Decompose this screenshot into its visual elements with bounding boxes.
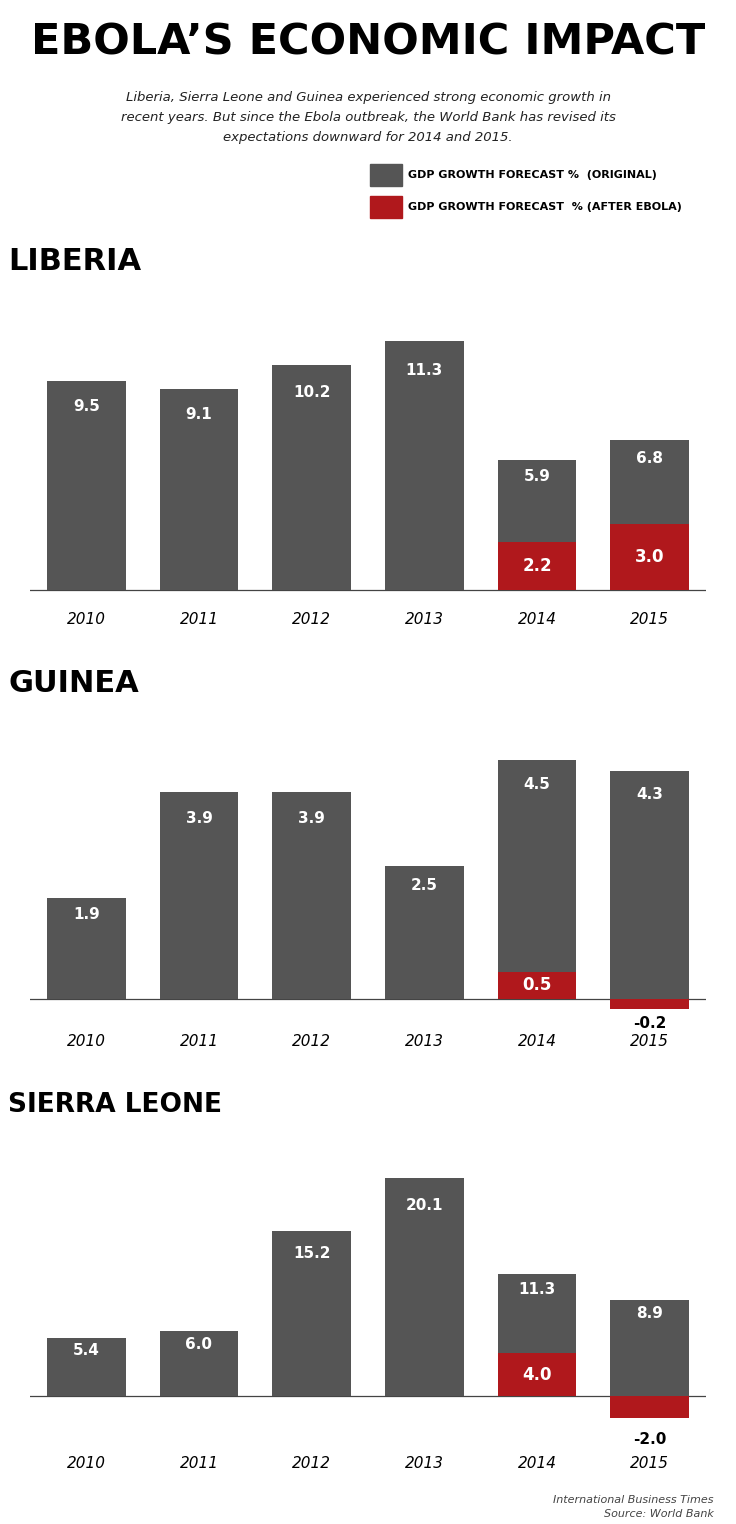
Text: 2011: 2011 bbox=[180, 1457, 219, 1472]
Bar bbox=[160, 389, 238, 590]
Text: 2010: 2010 bbox=[67, 613, 106, 628]
Text: EBOLA’S ECONOMIC IMPACT: EBOLA’S ECONOMIC IMPACT bbox=[31, 21, 705, 64]
Bar bbox=[47, 1338, 126, 1396]
Text: 2014: 2014 bbox=[517, 1457, 556, 1472]
Text: 2010: 2010 bbox=[67, 1457, 106, 1472]
Bar bbox=[272, 366, 351, 590]
Text: 5.4: 5.4 bbox=[73, 1343, 100, 1358]
Bar bbox=[370, 197, 402, 218]
Text: 6.0: 6.0 bbox=[185, 1337, 213, 1352]
Text: 2.5: 2.5 bbox=[411, 878, 438, 893]
Text: 2010: 2010 bbox=[67, 1035, 106, 1050]
Bar bbox=[498, 1274, 576, 1396]
Text: 2012: 2012 bbox=[292, 613, 331, 628]
Text: 10.2: 10.2 bbox=[293, 386, 330, 401]
Text: LIBERIA: LIBERIA bbox=[8, 247, 141, 276]
Text: 8.9: 8.9 bbox=[636, 1306, 663, 1321]
Bar bbox=[385, 1178, 464, 1396]
Text: 5.9: 5.9 bbox=[523, 469, 551, 485]
Text: 20.1: 20.1 bbox=[406, 1198, 443, 1213]
Text: 2.2: 2.2 bbox=[522, 556, 552, 575]
Text: 2015: 2015 bbox=[630, 1035, 669, 1050]
Text: 9.5: 9.5 bbox=[73, 399, 100, 415]
Bar bbox=[498, 1353, 576, 1396]
Bar bbox=[610, 1300, 689, 1396]
Text: 2014: 2014 bbox=[517, 613, 556, 628]
Bar bbox=[498, 460, 576, 590]
Bar bbox=[47, 381, 126, 590]
Text: 4.0: 4.0 bbox=[523, 1366, 552, 1384]
Bar bbox=[498, 760, 576, 998]
Bar bbox=[610, 440, 689, 590]
Text: 1.9: 1.9 bbox=[73, 907, 99, 922]
Text: 3.9: 3.9 bbox=[185, 811, 213, 826]
Bar bbox=[160, 1330, 238, 1396]
Text: 4.5: 4.5 bbox=[523, 777, 551, 792]
Bar bbox=[498, 972, 576, 998]
Text: 2012: 2012 bbox=[292, 1457, 331, 1472]
Text: 11.3: 11.3 bbox=[518, 1282, 556, 1297]
Bar bbox=[610, 998, 689, 1009]
Text: International Business Times
Source: World Bank: International Business Times Source: Wor… bbox=[553, 1495, 714, 1519]
Bar bbox=[610, 1396, 689, 1417]
Text: -0.2: -0.2 bbox=[633, 1017, 666, 1032]
Text: 2015: 2015 bbox=[630, 613, 669, 628]
Text: GUINEA: GUINEA bbox=[8, 669, 139, 698]
Text: GDP GROWTH FORECAST %  (ORIGINAL): GDP GROWTH FORECAST % (ORIGINAL) bbox=[408, 171, 657, 180]
Text: 2011: 2011 bbox=[180, 1035, 219, 1050]
Bar bbox=[385, 341, 464, 590]
Text: 2015: 2015 bbox=[630, 1457, 669, 1472]
Text: 2014: 2014 bbox=[517, 1035, 556, 1050]
Bar bbox=[47, 898, 126, 998]
Text: 0.5: 0.5 bbox=[523, 977, 552, 995]
Text: 15.2: 15.2 bbox=[293, 1247, 330, 1260]
Text: 2012: 2012 bbox=[292, 1035, 331, 1050]
Bar bbox=[610, 524, 689, 590]
Text: SIERRA LEONE: SIERRA LEONE bbox=[8, 1093, 222, 1119]
Text: -2.0: -2.0 bbox=[633, 1433, 666, 1448]
Text: 9.1: 9.1 bbox=[185, 407, 213, 422]
Text: 2013: 2013 bbox=[405, 613, 444, 628]
Text: Liberia, Sierra Leone and Guinea experienced strong economic growth in
recent ye: Liberia, Sierra Leone and Guinea experie… bbox=[121, 91, 615, 143]
Text: 3.9: 3.9 bbox=[298, 811, 325, 826]
Bar bbox=[160, 792, 238, 998]
Bar bbox=[272, 1231, 351, 1396]
Bar bbox=[610, 771, 689, 998]
Text: 2011: 2011 bbox=[180, 613, 219, 628]
Bar bbox=[498, 541, 576, 590]
Text: 11.3: 11.3 bbox=[406, 363, 443, 378]
Text: 3.0: 3.0 bbox=[635, 549, 665, 565]
Text: 4.3: 4.3 bbox=[636, 786, 663, 802]
Bar bbox=[385, 866, 464, 998]
Bar bbox=[370, 165, 402, 186]
Text: 2013: 2013 bbox=[405, 1457, 444, 1472]
Text: GDP GROWTH FORECAST  % (AFTER EBOLA): GDP GROWTH FORECAST % (AFTER EBOLA) bbox=[408, 203, 682, 212]
Bar bbox=[272, 792, 351, 998]
Text: 2013: 2013 bbox=[405, 1035, 444, 1050]
Text: 6.8: 6.8 bbox=[636, 451, 663, 465]
